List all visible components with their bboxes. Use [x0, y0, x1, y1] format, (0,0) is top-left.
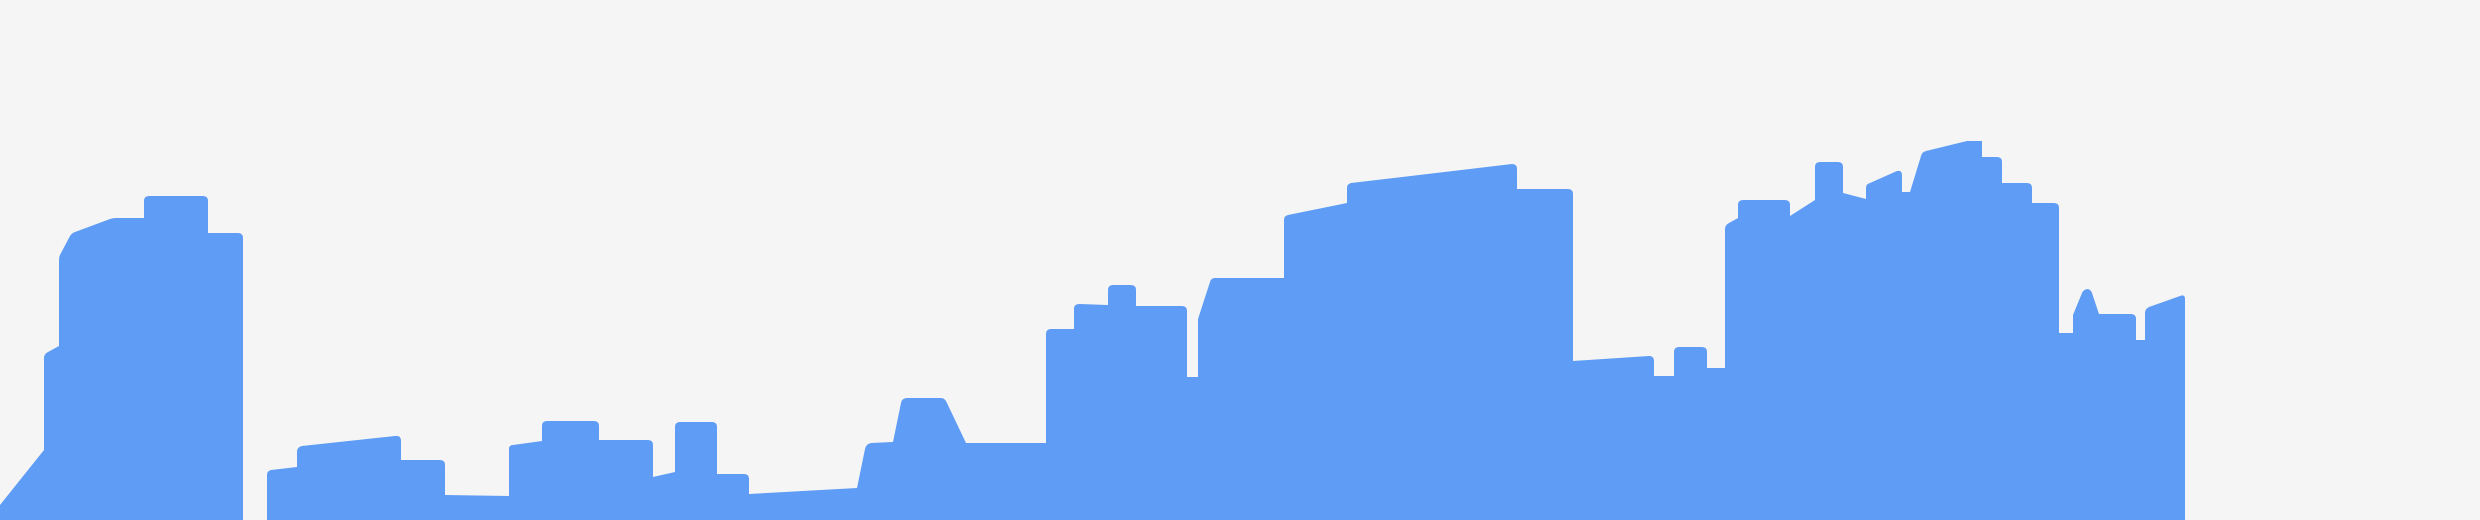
skyline-main: [267, 141, 2185, 520]
skyline-left-cluster: [0, 196, 243, 520]
